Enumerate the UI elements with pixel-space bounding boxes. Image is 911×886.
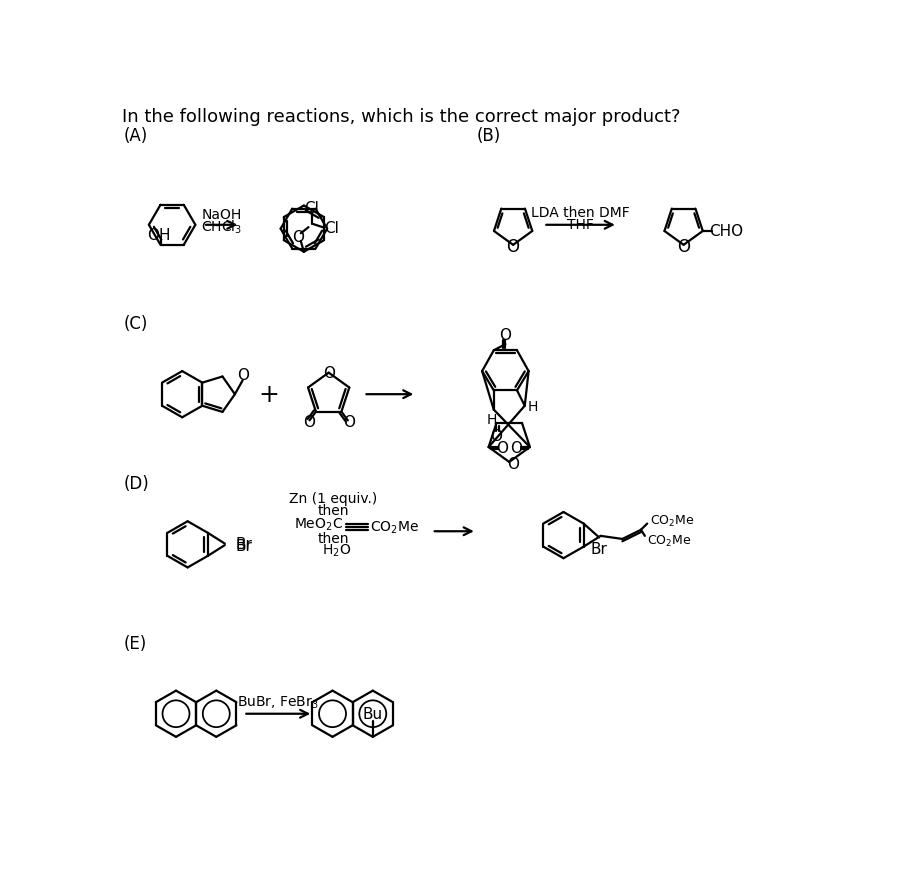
Text: O: O	[507, 456, 518, 471]
Text: MeO$_2$C: MeO$_2$C	[293, 516, 343, 532]
Text: Cl: Cl	[324, 221, 339, 236]
Text: H: H	[486, 412, 496, 426]
Text: In the following reactions, which is the correct major product?: In the following reactions, which is the…	[121, 108, 680, 126]
Text: Br: Br	[235, 536, 252, 551]
Text: then: then	[317, 532, 349, 546]
Text: (B): (B)	[476, 127, 500, 144]
Text: O: O	[292, 229, 303, 245]
Text: H$_2$O: H$_2$O	[322, 542, 351, 558]
Text: OH: OH	[147, 227, 170, 242]
Text: THF: THF	[567, 218, 593, 232]
Text: O: O	[676, 237, 690, 255]
Text: O: O	[490, 428, 502, 443]
Text: CO$_2$Me: CO$_2$Me	[369, 519, 418, 535]
Text: LDA then DMF: LDA then DMF	[530, 206, 630, 220]
Text: CO$_2$Me: CO$_2$Me	[650, 513, 694, 528]
Text: Cl: Cl	[304, 200, 319, 215]
Text: then: then	[317, 503, 349, 517]
Text: O: O	[343, 415, 354, 430]
Text: O: O	[499, 328, 511, 343]
Text: O: O	[507, 237, 519, 255]
Text: BuBr, FeBr$_3$: BuBr, FeBr$_3$	[237, 695, 319, 711]
Text: Zn (1 equiv.): Zn (1 equiv.)	[289, 492, 377, 506]
Text: (A): (A)	[123, 127, 148, 144]
Text: CO$_2$Me: CO$_2$Me	[647, 533, 691, 548]
Text: O: O	[496, 440, 508, 455]
Text: Bu: Bu	[363, 706, 383, 721]
Text: Br: Br	[235, 538, 252, 553]
Text: O: O	[302, 415, 314, 430]
Text: O: O	[509, 440, 521, 455]
Text: O: O	[236, 368, 249, 382]
Text: CHO: CHO	[708, 224, 742, 239]
Text: Br: Br	[590, 541, 607, 556]
Text: +: +	[259, 383, 279, 407]
Text: NaOH: NaOH	[201, 208, 241, 222]
Text: CHCl$_3$: CHCl$_3$	[201, 218, 242, 236]
Text: H: H	[527, 400, 537, 413]
Text: O: O	[322, 366, 334, 381]
Text: (D): (D)	[123, 474, 148, 493]
Text: (E): (E)	[123, 634, 147, 652]
Text: (C): (C)	[123, 315, 148, 332]
